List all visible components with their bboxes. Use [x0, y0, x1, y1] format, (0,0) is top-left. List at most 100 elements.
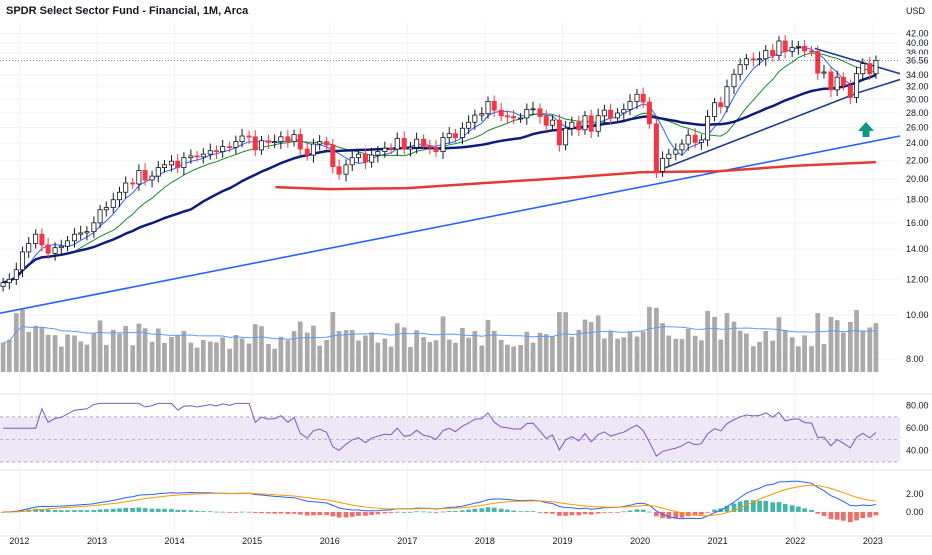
- axis-layer: 42.0040.0038.0034.0032.0030.0028.0026.00…: [0, 28, 932, 546]
- volume-bar: [72, 335, 77, 372]
- candle-body: [718, 102, 724, 108]
- volume-bar: [97, 320, 103, 372]
- volume-bar: [117, 333, 122, 372]
- macd-histogram-bar: [588, 511, 594, 515]
- volume-bar: [485, 319, 491, 372]
- volume-bar: [246, 343, 252, 372]
- candle-body: [452, 133, 458, 138]
- volume-bar: [336, 331, 342, 372]
- price-tick-label: 30.00: [906, 94, 929, 104]
- candle-body: [440, 137, 446, 152]
- volume-bar: [654, 307, 659, 372]
- candle-body: [569, 121, 575, 129]
- macd-histogram-bar: [343, 511, 349, 518]
- candle-body: [0, 282, 6, 288]
- macd-histogram-bar: [615, 511, 620, 513]
- candle-body: [110, 199, 116, 208]
- time-tick-label: 2021: [708, 536, 728, 546]
- sma-long-line: [275, 160, 876, 191]
- candle-body: [91, 222, 97, 233]
- volume-bar: [394, 323, 400, 372]
- up-arrow-icon: [858, 122, 874, 137]
- volume-bar: [194, 347, 200, 372]
- macd-histogram-bar: [408, 511, 413, 513]
- candle-body: [369, 154, 375, 163]
- volume-bar: [84, 344, 90, 372]
- price-tick-label: 38.00: [906, 48, 929, 58]
- candle-body: [776, 40, 782, 57]
- macd-histogram-bar: [259, 511, 264, 514]
- macd-histogram-bar: [737, 501, 743, 512]
- candle-body: [26, 243, 32, 253]
- volume-bar: [33, 325, 39, 372]
- volume-bar: [608, 330, 613, 372]
- candle-body: [770, 50, 776, 57]
- candle-body: [401, 137, 407, 150]
- candle-body: [123, 182, 129, 193]
- price-tick-label: 18.00: [906, 195, 929, 205]
- candle-body: [782, 40, 788, 52]
- macd-histogram-bar: [763, 500, 769, 512]
- candle-body: [258, 140, 264, 151]
- macd-histogram-bar: [815, 511, 821, 514]
- candle-body: [310, 143, 316, 156]
- candle-body: [324, 141, 330, 146]
- candle-body: [511, 116, 517, 119]
- macd-histogram-bar: [640, 509, 646, 512]
- macd-histogram-bar: [485, 507, 491, 512]
- candle-body: [498, 109, 504, 117]
- volume-bar: [39, 327, 45, 372]
- macd-histogram-bar: [375, 511, 381, 515]
- candle-body: [802, 46, 808, 52]
- volume-bar: [563, 312, 568, 372]
- volume-bar: [259, 326, 264, 372]
- candle-body: [78, 232, 84, 235]
- volume-bar: [660, 323, 665, 372]
- volume-bar: [311, 325, 316, 372]
- time-tick-label: 2012: [9, 536, 29, 546]
- candle-body: [595, 115, 601, 132]
- candle-body: [640, 93, 646, 103]
- candle-body: [860, 63, 866, 75]
- volume-bar: [188, 342, 194, 372]
- candle-body: [336, 166, 342, 175]
- volume-bar: [91, 333, 97, 372]
- candle-body: [563, 127, 569, 146]
- candle-body: [608, 109, 614, 119]
- volume-bar: [685, 328, 691, 372]
- candle-body: [530, 108, 536, 111]
- volume-bar: [388, 346, 394, 372]
- volume-bar: [78, 341, 84, 372]
- macd-histogram-bar: [673, 511, 679, 519]
- volume-bar: [181, 330, 187, 372]
- price-tick-label: 12.00: [906, 274, 929, 284]
- candle-body: [52, 247, 58, 254]
- volume-bar: [45, 334, 51, 372]
- candle-body: [466, 121, 472, 129]
- rsi-line: [3, 402, 877, 457]
- volume-bar: [142, 328, 148, 372]
- volume-bar: [13, 313, 19, 372]
- candle-body: [524, 109, 530, 119]
- candle-body: [343, 164, 349, 175]
- volume-bar: [782, 329, 788, 372]
- candle-body: [724, 86, 730, 108]
- macd-histogram-bar: [530, 511, 536, 513]
- volume-bar: [26, 332, 32, 372]
- macd-histogram-bar: [582, 511, 588, 515]
- candle-body: [252, 136, 258, 151]
- candle-body: [743, 58, 749, 66]
- candle-body: [634, 93, 640, 102]
- candle-body: [168, 160, 174, 166]
- candle-body: [355, 153, 361, 159]
- volume-bar: [130, 345, 136, 372]
- candle-body: [549, 119, 555, 126]
- macd-tick-label: 2.00: [906, 489, 924, 499]
- macd-histogram-bar: [39, 509, 45, 512]
- volume-bar: [227, 348, 233, 372]
- candle-body: [181, 157, 187, 168]
- volume-bar: [873, 323, 879, 372]
- candle-body: [433, 146, 439, 152]
- candle-body: [149, 175, 155, 181]
- volume-bar: [627, 331, 633, 372]
